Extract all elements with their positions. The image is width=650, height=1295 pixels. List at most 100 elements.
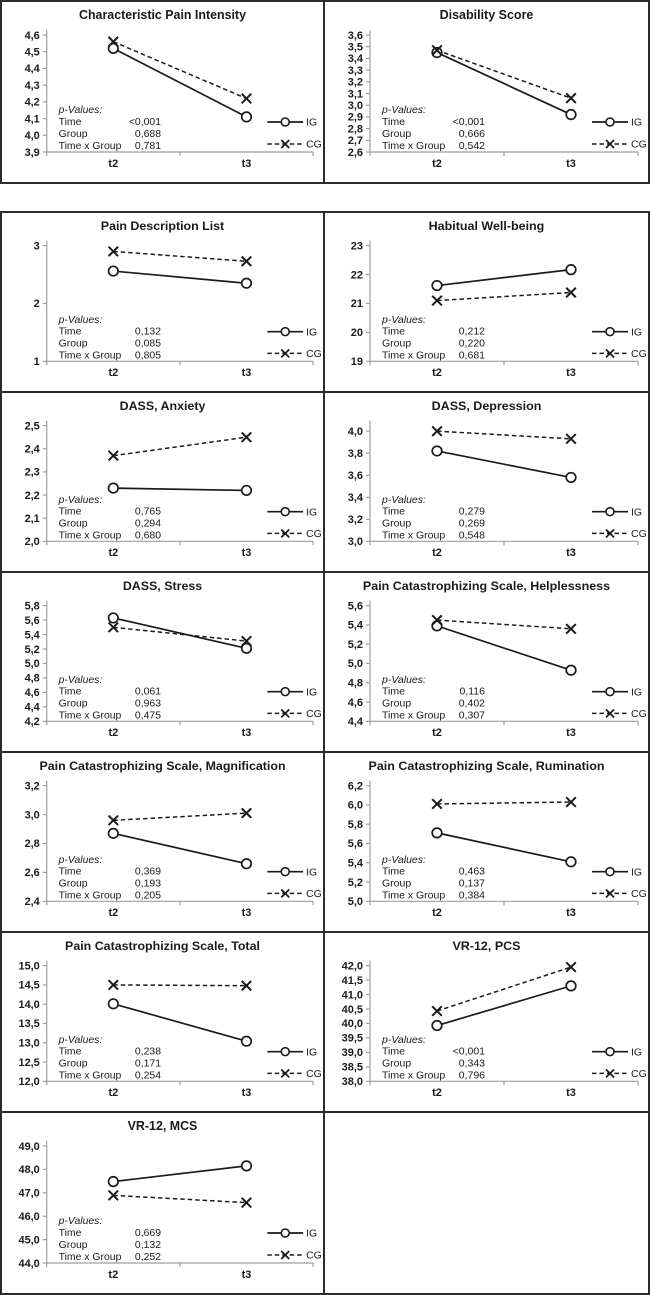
chart-cell-vr12-mcs: VR-12, MCS 49,0 48,0 47,0 46,0 45,0 44,0 t2 t3 p-… — [2, 1113, 325, 1293]
x-tick-label: t2 — [108, 907, 118, 919]
y-tick-label: 48,0 — [19, 1164, 40, 1176]
chart-title: Characteristic Pain Intensity — [79, 8, 246, 22]
p-values-block: p-Values:Time 0,238 Group 0,171 Time x Group… — [58, 1035, 162, 1082]
p-values-block: p-Values:Time <0,001 Group 0,666 Time x Grou… — [381, 104, 485, 152]
series-cg-marker — [241, 980, 252, 992]
series-ig-marker — [240, 642, 253, 654]
y-tick-label: 5,6 — [348, 838, 363, 850]
p-row-label: Time x Group — [59, 710, 122, 721]
legend-cg-label: CG — [306, 140, 322, 151]
legend-cg-marker — [605, 708, 615, 719]
p-row-label: Group — [382, 1059, 411, 1070]
series-cg-marker — [241, 1197, 252, 1209]
legend-ig-marker — [280, 686, 291, 697]
y-tick-label: 5,2 — [348, 639, 363, 651]
legend-cg-label: CG — [631, 529, 647, 540]
p-row-label: Group — [59, 339, 88, 350]
series-cg-marker — [565, 961, 577, 973]
chart-title: Disability Score — [440, 8, 534, 22]
chart-dass-anxiety: DASS, Anxiety 2,5 2,4 2,3 2,2 2,1 2,0 t2 t3 p-Val… — [25, 399, 322, 559]
y-tick-label: 5,4 — [348, 858, 364, 870]
series-ig-line — [113, 617, 247, 650]
series-ig-marker — [565, 108, 577, 121]
series-cg-marker — [431, 295, 443, 307]
p-row-value: 0,294 — [135, 519, 161, 530]
y-tick-label: 39,0 — [342, 1047, 363, 1059]
chart-cell-dass-depression: DASS, Depression 4,0 3,8 3,6 3,4 3,2 3,0 t2 t3 p-… — [325, 393, 648, 573]
p-row-label: Time x Group — [59, 1252, 122, 1263]
p-values-header: p-Values: — [58, 1216, 103, 1227]
series-ig-marker — [565, 471, 577, 484]
chart-cell-pcs-magnification: Pain Catastrophizing Scale, Magnificatio… — [2, 753, 325, 933]
chart-cell-dass-stress: DASS, Stress 5,8 5,6 5,4 5,2 5,0 4,8 4,6 4,4 4,2 t… — [2, 573, 325, 753]
x-tick-label: t2 — [108, 1087, 118, 1099]
y-tick-label: 2 — [34, 298, 40, 310]
legend-ig-marker — [605, 326, 615, 337]
p-values-block: p-Values:Time 0,669 Group 0,132 Time x Group… — [58, 1216, 162, 1263]
x-tick-label: t2 — [108, 727, 118, 739]
y-tick-label: 3,5 — [348, 42, 363, 54]
y-tick-label: 22 — [351, 269, 363, 281]
p-values-block: p-Values:Time 0,463 Group 0,137 Time x Group… — [381, 855, 485, 902]
y-axis: 42,0 41,5 41,0 40,5 40,0 39,5 39,0 38,5 38,0 — [342, 960, 371, 1088]
y-tick-label: 5,0 — [348, 896, 363, 908]
p-row-label: Group — [382, 128, 411, 140]
p-values-header: p-Values: — [58, 315, 103, 326]
p-row-label: Time — [382, 327, 405, 338]
legend-ig-marker — [605, 117, 615, 127]
p-row-value: 0,542 — [459, 140, 485, 152]
chart-title: DASS, Stress — [123, 579, 202, 593]
legend-cg-label: CG — [631, 139, 647, 151]
y-tick-label: 4,1 — [25, 113, 40, 125]
series-ig-line — [113, 1165, 247, 1183]
chart-cell-habitual-well-being: Habitual Well-being 23 22 21 20 19 t2 t3 p-Value… — [325, 213, 648, 393]
p-values-header: p-Values: — [58, 1035, 103, 1046]
x-axis: t2 t3 — [369, 151, 639, 170]
y-tick-label: 2,8 — [348, 123, 363, 135]
legend-ig-marker — [280, 326, 291, 337]
p-row-label: Group — [59, 699, 88, 710]
x-axis: t2 t3 — [46, 360, 314, 379]
series-cg-line — [113, 436, 247, 457]
p-values-block: p-Values:Time 0,212 Group 0,220 Time x Group… — [381, 315, 485, 362]
y-axis: 5,8 5,6 5,4 5,2 5,0 4,8 4,6 4,4 4,2 — [25, 600, 48, 728]
y-tick-label: 2,3 — [25, 467, 40, 479]
legend-ig-label: IG — [631, 687, 642, 698]
legend-cg-marker — [280, 1250, 290, 1260]
p-row-label: Group — [59, 1059, 88, 1070]
legend-cg-label: CG — [306, 889, 322, 900]
legend-ig-marker — [280, 506, 291, 517]
legend-cg-label: CG — [306, 1069, 322, 1080]
y-tick-label: 49,0 — [19, 1141, 40, 1153]
x-tick-label: t2 — [108, 547, 118, 559]
chart-title: Pain Catastrophizing Scale, Helplessness — [363, 579, 610, 593]
x-axis: t2 t3 — [369, 540, 639, 559]
series-cg-line — [113, 812, 247, 822]
p-row-value: 0,205 — [135, 890, 161, 901]
p-values-header: p-Values: — [58, 105, 103, 116]
p-values-block: p-Values:Time <0,001 Group 0,688 Time x Grou… — [58, 105, 162, 152]
p-row-value: 0,220 — [459, 339, 485, 350]
p-row-value: 0,279 — [459, 507, 485, 518]
legend: IG CG — [267, 117, 322, 151]
p-values-block: p-Values:Time 0,279 Group 0,269 Time x Group… — [381, 495, 485, 542]
series-cg-marker — [241, 635, 252, 647]
x-tick-label: t3 — [242, 1087, 252, 1099]
legend: IG CG — [592, 117, 647, 151]
p-values-block: p-Values:Time 0,765 Group 0,294 Time x Group… — [58, 495, 162, 542]
legend-cg-marker — [605, 1068, 615, 1079]
p-row-label: Time x Group — [59, 350, 122, 361]
p-row-label: Group — [59, 519, 88, 530]
series-ig-marker — [431, 1019, 443, 1032]
x-tick-label: t3 — [242, 158, 252, 170]
y-tick-label: 39,5 — [342, 1033, 363, 1045]
series-cg-marker — [565, 796, 577, 808]
series-cg-line — [436, 619, 572, 630]
p-row-label: Time — [59, 687, 82, 698]
p-row-label: Time x Group — [59, 141, 122, 152]
x-axis: t2 t3 — [46, 151, 314, 170]
legend-ig-label: IG — [306, 507, 317, 518]
series-ig-marker — [240, 484, 253, 497]
chart-title: Pain Description List — [101, 219, 224, 233]
chart-disability-score: Disability Score 3,63,53,43,33,23,13,02,9… — [348, 8, 647, 170]
